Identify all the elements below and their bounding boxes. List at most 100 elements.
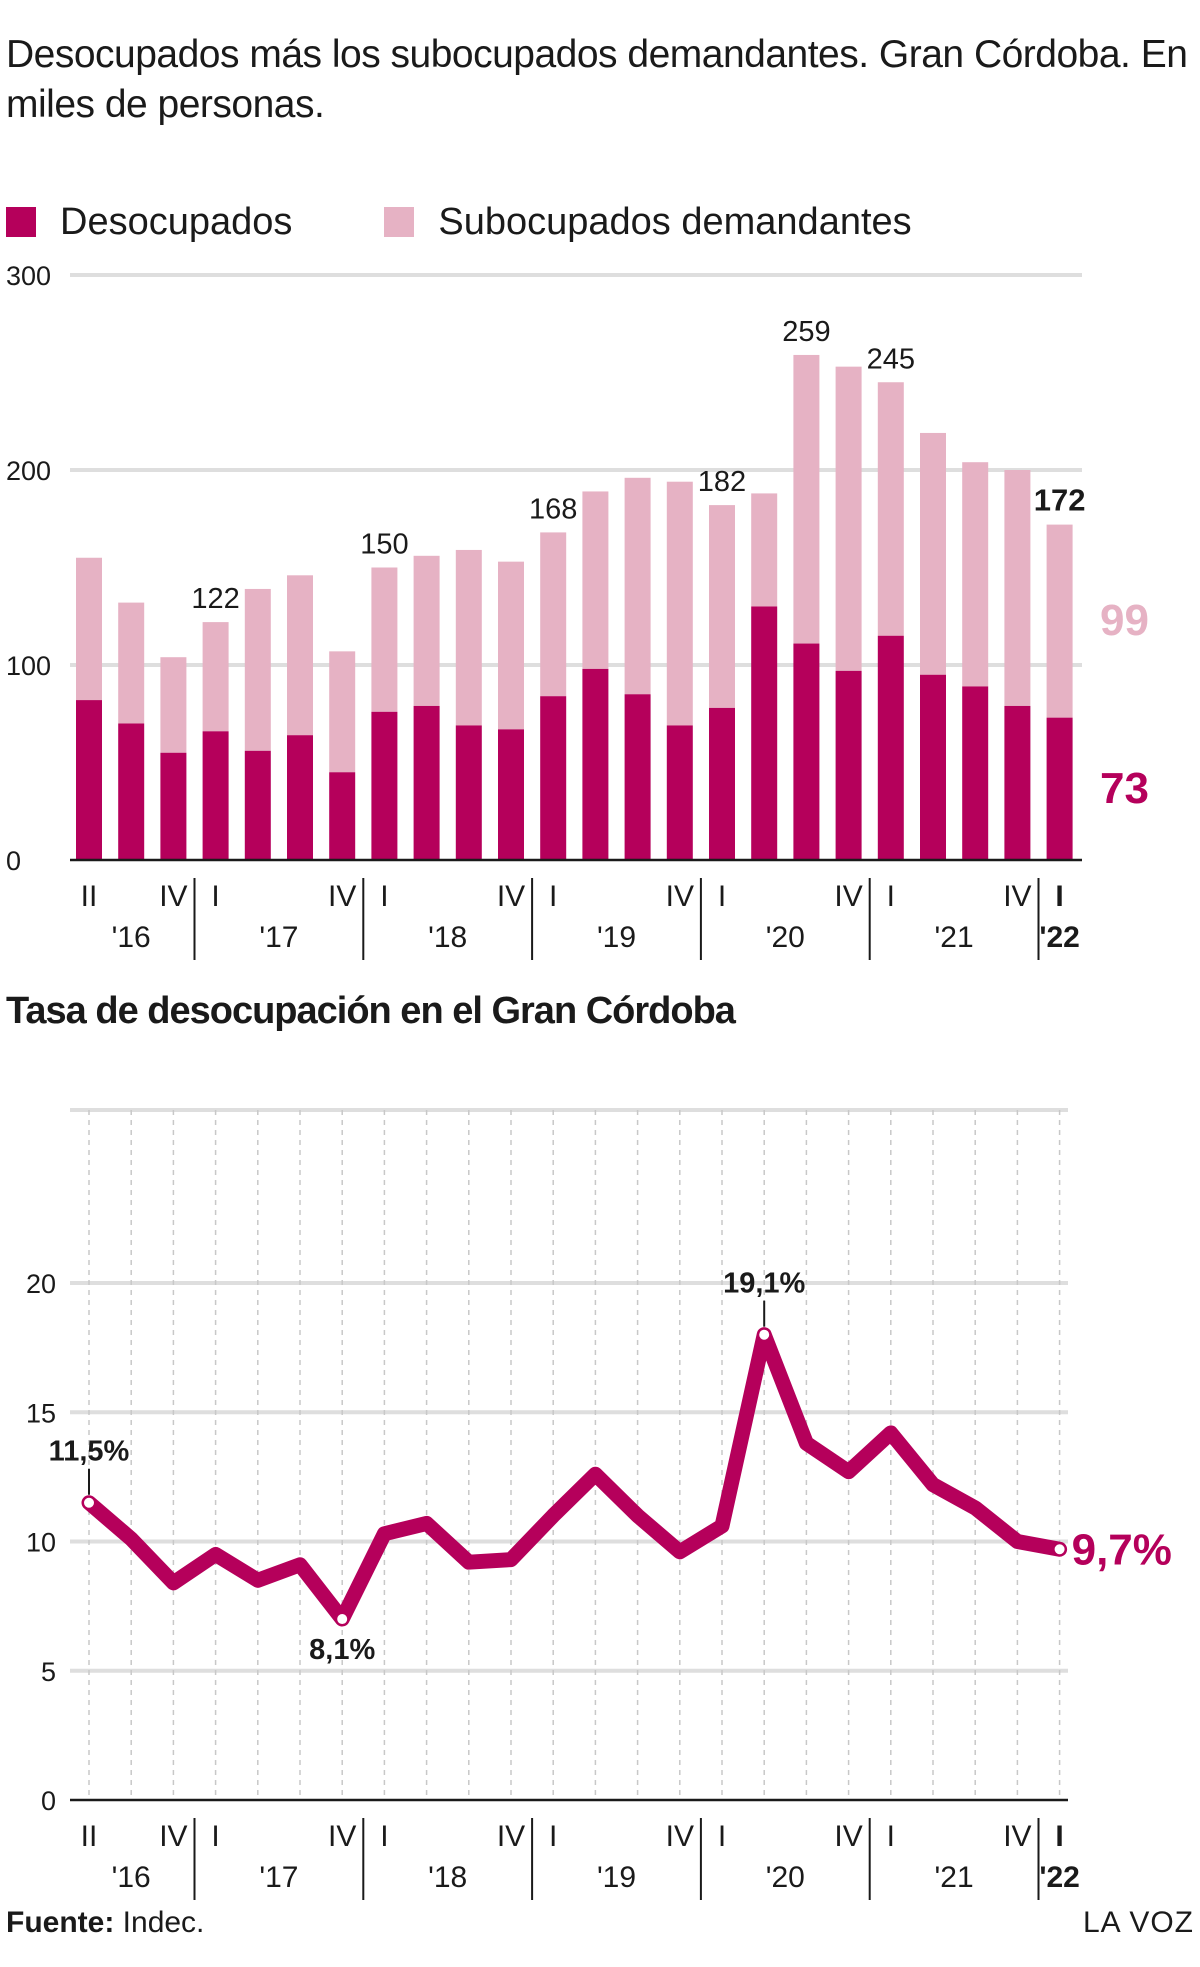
line-point-label: 9,7% xyxy=(1072,1525,1172,1574)
bar-subocupados xyxy=(202,622,229,732)
line-y-tick-label: 15 xyxy=(26,1398,56,1428)
bar-subocupados xyxy=(793,354,820,644)
line-point-label: 8,1% xyxy=(309,1634,375,1666)
bar-subocupados xyxy=(835,366,862,671)
bar-y-tick-label: 0 xyxy=(6,846,21,876)
bar-desocupados xyxy=(1004,705,1031,860)
line-year-label: '19 xyxy=(597,1861,636,1894)
bar-desocupados xyxy=(498,729,524,860)
bar-year-label: '21 xyxy=(935,921,974,954)
line-point-marker xyxy=(82,1495,96,1510)
bar-desocupados xyxy=(118,723,145,860)
bar-subocupados xyxy=(498,561,524,730)
bar-subocupados xyxy=(76,557,102,701)
bar-desocupados xyxy=(793,643,820,860)
bar-desocupados xyxy=(76,700,102,860)
line-point-label: 19,1% xyxy=(723,1268,805,1300)
legend-label-desocupados: Desocupados xyxy=(60,200,293,243)
line-quarter-label: IV xyxy=(834,1820,862,1853)
legend: Desocupados Subocupados demandantes xyxy=(6,198,1004,246)
bar-desocupados xyxy=(413,705,440,860)
bar-desocupados xyxy=(877,635,904,860)
line-quarter-label: I xyxy=(211,1820,219,1853)
bar-desocupados xyxy=(962,686,989,860)
bar-quarter-label: I xyxy=(718,880,726,913)
bar-y-tick-label: 200 xyxy=(6,456,51,486)
bar-desocupados xyxy=(371,711,398,860)
bar-subocupados xyxy=(920,432,946,675)
bar-quarter-label: I xyxy=(380,880,388,913)
line-quarter-label: I xyxy=(718,1820,726,1853)
bar-total-label: 245 xyxy=(867,343,915,375)
brand-logo: LA VOZ xyxy=(1082,1906,1194,1939)
legend-item-desocupados: Desocupados xyxy=(6,201,292,244)
bar-year-label: '22 xyxy=(1039,921,1080,954)
bar-subocupados xyxy=(160,657,187,753)
bar-desocupados xyxy=(287,735,313,860)
line-quarter-label: I xyxy=(549,1820,557,1853)
bar-quarter-label: I xyxy=(1055,880,1063,913)
line-quarter-label: IV xyxy=(328,1820,356,1853)
line-quarter-label: I xyxy=(1055,1820,1063,1853)
line-quarter-label: IV xyxy=(666,1820,694,1853)
source-note: Fuente: Indec. xyxy=(6,1906,204,1940)
line-year-label: '20 xyxy=(766,1861,805,1894)
bar-subocupados xyxy=(371,567,398,712)
bar-total-label: 172 xyxy=(1034,483,1086,518)
line-point-marker xyxy=(335,1612,350,1627)
bar-quarter-label: IV xyxy=(497,880,525,913)
line-year-label: '21 xyxy=(935,1861,974,1894)
bar-quarter-label: I xyxy=(887,880,895,913)
line-y-tick-label: 0 xyxy=(41,1786,56,1816)
bar-year-label: '18 xyxy=(428,921,467,954)
bar-quarter-label: II xyxy=(81,880,98,913)
bar-subocupados xyxy=(624,477,651,695)
bar-subocupados xyxy=(329,651,356,773)
bar-total-label: 150 xyxy=(360,529,408,561)
bar-subocupados xyxy=(962,462,989,687)
bar-desocupados xyxy=(751,606,778,860)
bar-subocupados xyxy=(540,532,567,697)
bar-quarter-label: IV xyxy=(834,880,862,913)
legend-swatch-subocupados xyxy=(384,207,415,237)
line-chart-title: Tasa de desocupación en el Gran Córdoba xyxy=(6,990,736,1032)
bar-year-label: '20 xyxy=(766,921,805,954)
line-point-marker xyxy=(757,1327,772,1342)
bar-y-tick-label: 100 xyxy=(6,651,51,681)
bar-subocupados xyxy=(877,382,904,636)
line-year-label: '16 xyxy=(112,1861,151,1894)
bar-desocupados xyxy=(540,696,567,860)
bar-subocupados xyxy=(751,493,778,607)
bar-total-label: 122 xyxy=(191,583,239,615)
bar-desocupados xyxy=(582,668,609,860)
bar-quarter-label: IV xyxy=(159,880,187,913)
end-value-subocupados: 99 xyxy=(1100,596,1149,645)
chart-title: Desocupados más los subocupados demandan… xyxy=(6,33,1188,126)
bar-desocupados xyxy=(624,694,651,860)
bar-desocupados xyxy=(709,707,735,860)
source-label: Fuente: xyxy=(6,1906,115,1939)
end-value-desocupados: 73 xyxy=(1100,764,1149,813)
line-y-tick-label: 5 xyxy=(41,1657,56,1687)
bar-subocupados xyxy=(666,481,693,726)
bar-desocupados xyxy=(920,674,946,860)
line-quarter-label: II xyxy=(81,1820,98,1853)
bar-quarter-label: IV xyxy=(328,880,356,913)
bar-desocupados xyxy=(160,752,187,860)
bar-desocupados xyxy=(455,725,482,860)
bar-desocupados xyxy=(329,772,356,860)
bar-quarter-label: IV xyxy=(666,880,694,913)
line-year-label: '18 xyxy=(428,1861,467,1894)
bar-desocupados xyxy=(244,750,271,860)
bar-desocupados xyxy=(835,670,862,860)
bar-total-label: 168 xyxy=(529,493,577,525)
line-quarter-label: IV xyxy=(497,1820,525,1853)
bar-total-label: 259 xyxy=(782,316,830,348)
bar-year-label: '16 xyxy=(112,921,151,954)
line-quarter-label: I xyxy=(380,1820,388,1853)
line-quarter-label: IV xyxy=(159,1820,187,1853)
bar-y-tick-label: 300 xyxy=(6,261,51,291)
line-y-tick-label: 20 xyxy=(26,1269,56,1299)
